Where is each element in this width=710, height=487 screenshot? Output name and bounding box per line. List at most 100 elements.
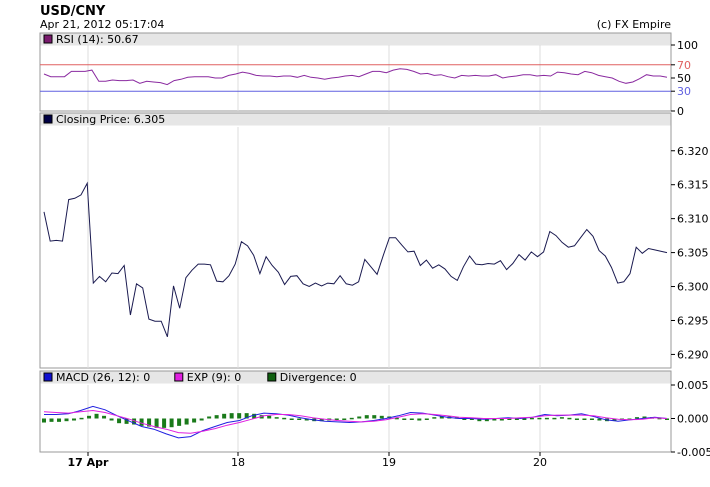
divergence-bar [349,417,354,420]
exp-line [43,409,668,434]
divergence-bar [499,418,504,421]
y-tick-label: 0.005 [677,379,709,392]
y-tick-label: 6.300 [677,281,709,294]
legend-label: EXP (9): 0 [187,371,241,384]
legend-swatch [267,372,277,382]
legend-swatch [174,372,184,382]
divergence-bar [154,418,159,428]
x-tick-label: 20 [533,456,547,469]
divergence-bar [477,418,482,422]
divergence-bar [514,418,519,420]
legend-swatch [43,34,53,44]
legend-label: RSI (14): 50.67 [56,33,139,46]
panel-frame [39,370,672,453]
y-tick-label: 70 [677,59,691,72]
legend-strip [40,371,671,384]
y-tick-label: 6.290 [677,348,709,361]
divergence-bar [657,417,662,420]
divergence-bar [409,418,414,420]
legend-strip [40,113,671,126]
divergence-bar [567,417,572,420]
divergence-bar [627,418,632,420]
divergence-bar [334,418,339,420]
y-tick-label: 0.000 [677,413,709,426]
divergence-bar [289,418,294,420]
divergence-bar [214,415,219,419]
y-tick-label: 30 [677,85,691,98]
divergence-bar [267,415,272,419]
divergence-bar [117,418,122,424]
divergence-bar [612,418,617,421]
divergence-bar [492,418,497,421]
divergence-bar [424,418,429,420]
timestamp: Apr 21, 2012 05:17:04 [40,18,164,31]
divergence-bar [522,418,527,420]
divergence-bar [184,418,189,425]
divergence-bar [199,418,204,421]
legend-swatch [43,114,53,124]
divergence-bar [364,415,369,419]
divergence-bar [102,415,107,419]
divergence-bar [237,413,242,419]
divergence-bar [192,418,197,423]
divergence-bar [484,418,489,422]
divergence-bar [357,416,362,419]
legend-label: MACD (26, 12): 0 [56,371,150,384]
y-tick-label: 6.305 [677,247,709,260]
divergence-bar [634,417,639,419]
divergence-bar [94,413,99,419]
divergence-bar [319,418,324,422]
divergence-bar [642,416,647,419]
divergence-bar [79,417,84,420]
divergence-bar [282,417,287,420]
divergence-bar [372,415,377,419]
x-axis: 17 Apr 18 19 20 [68,452,547,469]
rsi-line [43,68,668,86]
divergence-bar [147,418,152,427]
divergence-bar [379,415,384,419]
legend-label: Divergence: 0 [280,371,357,384]
divergence-bar [274,417,279,419]
legend-strip [40,33,671,46]
divergence-bar [162,418,167,428]
x-tick-label: 17 Apr [68,456,110,469]
divergence-bar [229,413,234,419]
price-panel: Closing Price: 6.305 6.320 6.315 6.310 6.305… [39,112,709,369]
credit-label: (c) FX Empire [597,18,671,31]
divergence-bar [402,418,407,420]
divergence-bar [589,418,594,420]
divergence-bar [244,413,249,419]
macd-panel: MACD (26, 12): 0 EXP (9): 0 Divergence: 0 0… [39,370,710,459]
divergence-bar [417,418,422,421]
divergence-bar [207,416,212,419]
x-tick-label: 18 [231,456,245,469]
y-tick-label: -0.005 [677,446,710,459]
panel-frame [39,32,672,112]
divergence-bar [177,418,182,426]
divergence-bar [252,413,257,419]
closing-price-line [43,181,668,337]
chart-title: USD/CNY [40,4,106,19]
divergence-bar [139,418,144,426]
divergence-bar [64,418,69,422]
divergence-bar [665,418,669,420]
divergence-bar [169,418,174,428]
divergence-bar [432,417,437,419]
divergence-bar [582,418,587,420]
divergence-bar [132,418,137,425]
divergence-bar [72,418,77,421]
divergence-bar [297,418,302,420]
divergence-bar [529,417,534,420]
divergence-bar [574,418,579,420]
divergence-bar [87,415,92,419]
divergence-bar [552,417,557,420]
x-tick-label: 19 [382,456,396,469]
y-tick-label: 6.315 [677,179,709,192]
divergence-bar [222,413,227,419]
divergence-bar [342,418,347,420]
divergence-bar [57,418,62,422]
panel-frame [39,112,672,369]
legend-label: Closing Price: 6.305 [56,113,165,126]
